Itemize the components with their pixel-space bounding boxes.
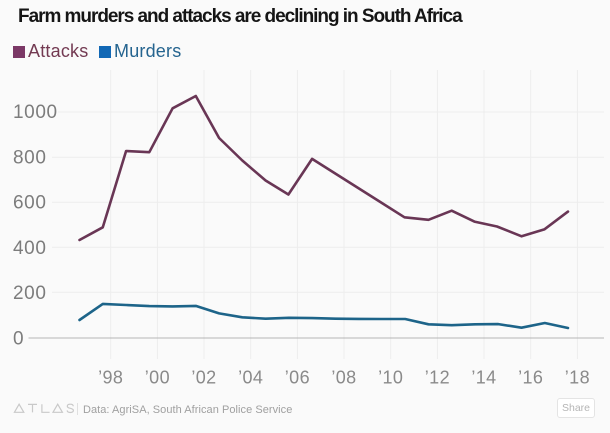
svg-text:’00: ’00: [145, 368, 170, 388]
svg-text:’14: ’14: [471, 368, 496, 388]
svg-text:’08: ’08: [331, 368, 356, 388]
svg-text:’16: ’16: [518, 368, 543, 388]
svg-text:800: 800: [13, 147, 47, 168]
svg-text:’04: ’04: [238, 368, 263, 388]
svg-text:600: 600: [13, 193, 47, 214]
svg-text:’12: ’12: [425, 368, 450, 388]
svg-text:’06: ’06: [285, 368, 310, 388]
svg-text:’10: ’10: [378, 368, 403, 388]
svg-text:’18: ’18: [565, 368, 590, 388]
svg-text:200: 200: [13, 283, 47, 304]
svg-text:’98: ’98: [98, 368, 123, 388]
svg-text:’02: ’02: [191, 368, 216, 388]
svg-text:0: 0: [13, 329, 24, 350]
svg-text:1000: 1000: [13, 102, 58, 123]
svg-text:400: 400: [13, 238, 47, 259]
